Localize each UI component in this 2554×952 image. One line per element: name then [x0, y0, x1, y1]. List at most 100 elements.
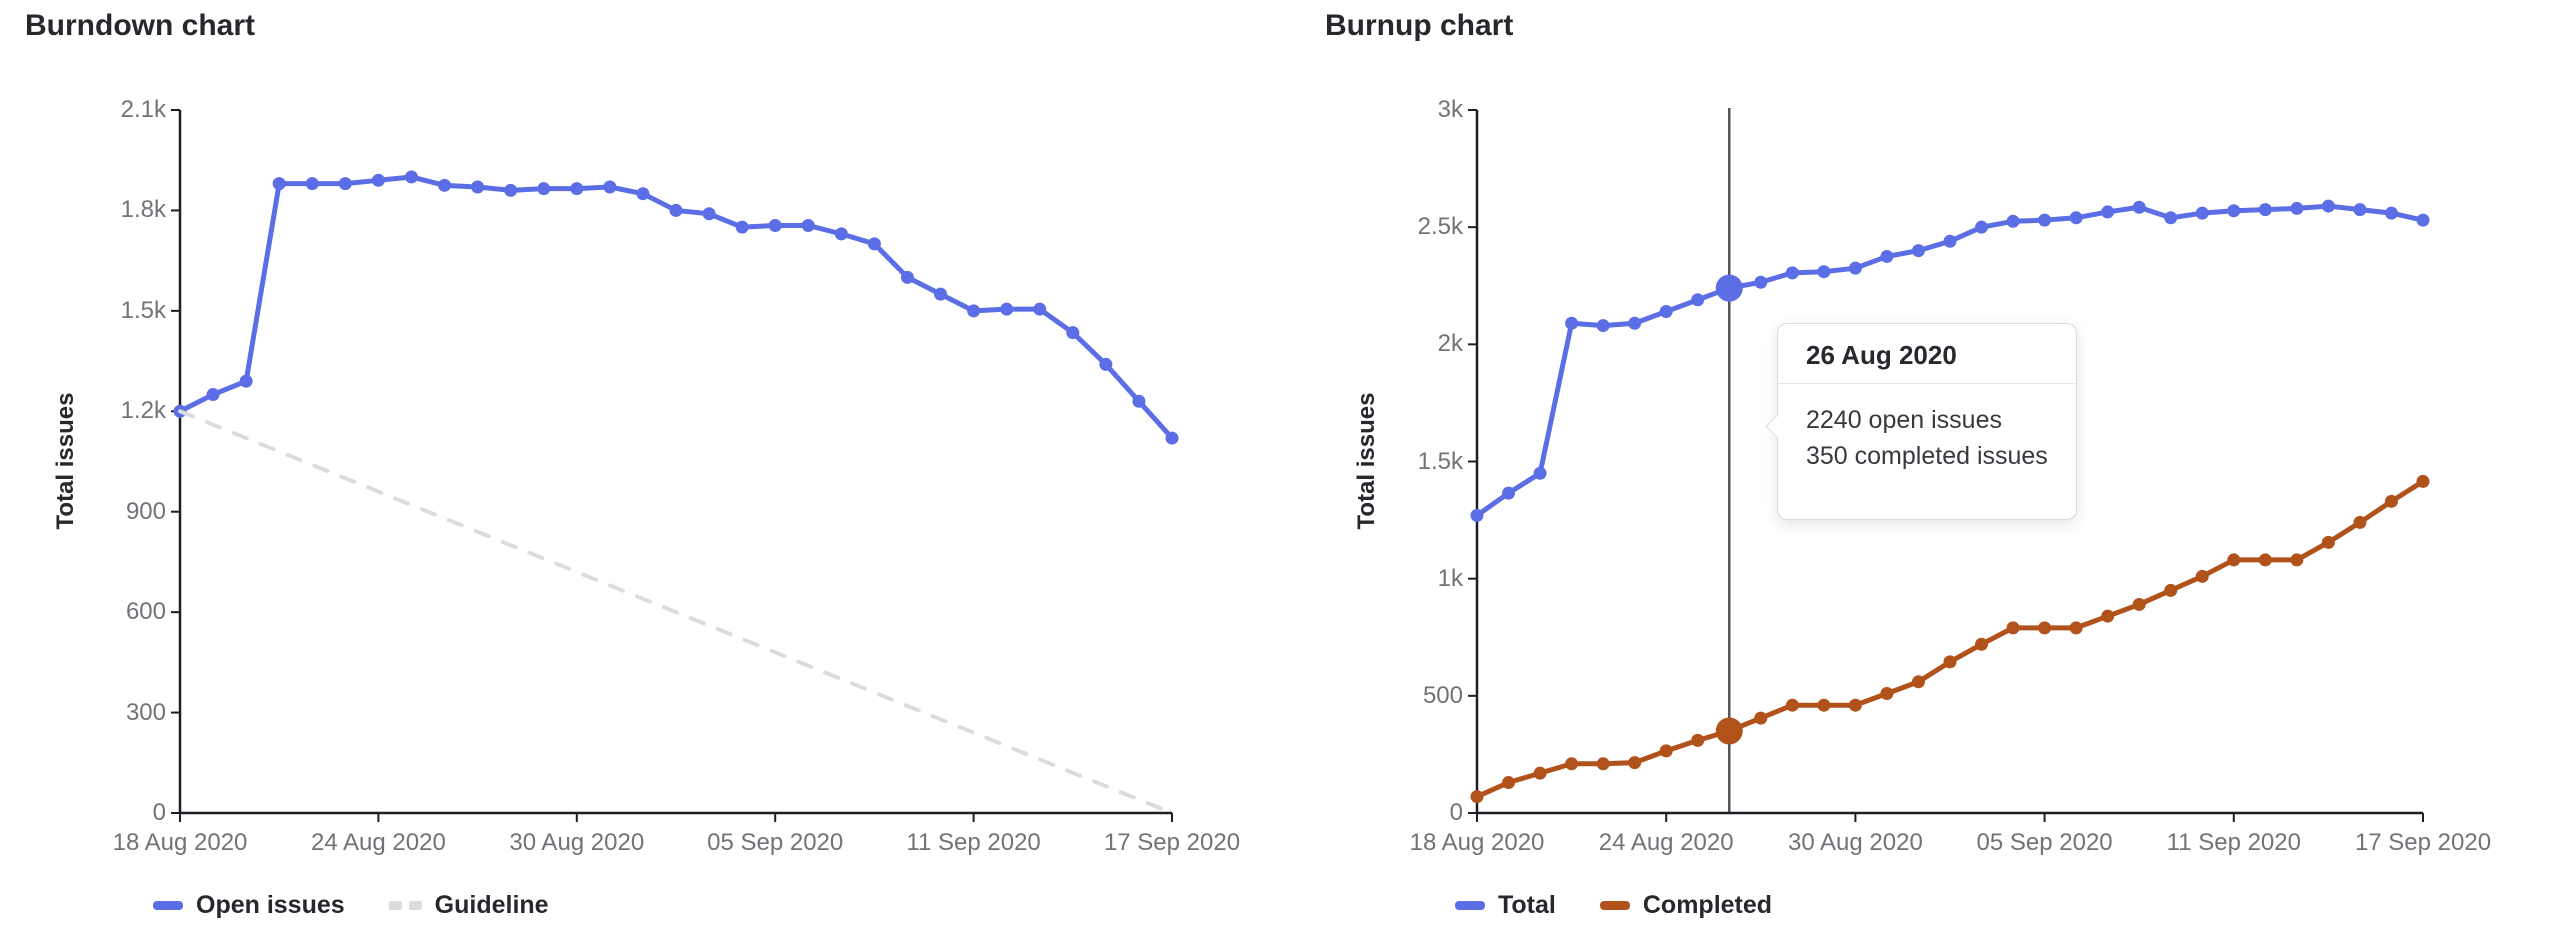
data-point[interactable] [1911, 244, 1925, 258]
data-point[interactable] [1066, 326, 1080, 340]
series-line-guideline[interactable] [178, 409, 1174, 815]
data-point[interactable] [2132, 597, 2146, 611]
data-point[interactable] [1565, 316, 1579, 330]
data-point[interactable] [1911, 675, 1925, 689]
data-point[interactable] [1596, 757, 1610, 771]
data-point[interactable] [1533, 766, 1547, 780]
data-point[interactable] [900, 270, 914, 284]
data-point[interactable] [2321, 199, 2335, 213]
data-point[interactable] [537, 182, 551, 196]
data-point[interactable] [1470, 508, 1484, 522]
data-point[interactable] [636, 187, 650, 201]
data-point[interactable] [2069, 621, 2083, 635]
data-point[interactable] [1785, 698, 1799, 712]
data-point[interactable] [2290, 201, 2304, 215]
data-point[interactable] [371, 173, 385, 187]
data-point[interactable] [2416, 213, 2430, 227]
data-point[interactable] [603, 180, 617, 194]
data-point[interactable] [2227, 204, 2241, 218]
data-point[interactable] [1880, 686, 1894, 700]
data-point[interactable] [1533, 466, 1547, 480]
data-point[interactable] [834, 227, 848, 241]
data-point[interactable] [801, 218, 815, 232]
data-point[interactable] [1659, 744, 1673, 758]
legend-item-completed[interactable]: Completed [1599, 891, 1772, 920]
data-point[interactable] [1033, 302, 1047, 316]
data-point[interactable] [2006, 214, 2020, 228]
data-point[interactable] [2038, 213, 2052, 227]
data-point[interactable] [2195, 569, 2209, 583]
data-point[interactable] [2101, 205, 2115, 219]
data-point[interactable] [768, 218, 782, 232]
data-point[interactable] [1691, 293, 1705, 307]
legend-item-total[interactable]: Total [1455, 891, 1556, 920]
data-point[interactable] [934, 287, 948, 301]
legend-item-guideline[interactable]: Guideline [388, 891, 549, 920]
data-point[interactable] [2164, 583, 2178, 597]
data-point[interactable] [2006, 621, 2020, 635]
legend-label: Total [1498, 890, 1556, 919]
legend-item-open-issues[interactable]: Open issues [153, 891, 345, 920]
data-point[interactable] [1165, 431, 1179, 445]
data-point[interactable] [1975, 637, 1989, 651]
data-point[interactable] [206, 388, 220, 402]
data-point[interactable] [669, 203, 683, 217]
data-point[interactable] [1132, 394, 1146, 408]
data-point[interactable] [2384, 494, 2398, 508]
data-point[interactable] [471, 180, 485, 194]
data-point[interactable] [1754, 711, 1768, 725]
data-point[interactable] [1502, 486, 1516, 500]
data-point[interactable] [1596, 319, 1610, 333]
data-point[interactable] [2384, 206, 2398, 220]
highlighted-data-point-total[interactable] [1715, 274, 1743, 302]
data-point[interactable] [438, 178, 452, 192]
data-point[interactable] [1817, 698, 1831, 712]
data-point[interactable] [1099, 357, 1113, 371]
data-point[interactable] [272, 177, 286, 191]
data-point[interactable] [1628, 756, 1642, 770]
data-point[interactable] [2132, 200, 2146, 214]
data-point[interactable] [1785, 266, 1799, 280]
data-point[interactable] [735, 220, 749, 234]
data-point[interactable] [1000, 302, 1014, 316]
data-point[interactable] [867, 237, 881, 251]
data-point[interactable] [1848, 698, 1862, 712]
data-point[interactable] [338, 177, 352, 191]
data-point[interactable] [2353, 515, 2367, 529]
data-point[interactable] [1502, 776, 1516, 790]
data-point[interactable] [1691, 733, 1705, 747]
data-point[interactable] [2227, 553, 2241, 567]
data-point[interactable] [1659, 305, 1673, 319]
data-point[interactable] [2353, 203, 2367, 217]
data-point[interactable] [239, 374, 253, 388]
data-point[interactable] [2195, 206, 2209, 220]
data-point[interactable] [1848, 261, 1862, 275]
data-point[interactable] [1880, 249, 1894, 263]
data-point[interactable] [305, 177, 319, 191]
data-point[interactable] [404, 170, 418, 184]
data-point[interactable] [2321, 535, 2335, 549]
data-point[interactable] [2416, 474, 2430, 488]
data-point[interactable] [2164, 211, 2178, 225]
data-point[interactable] [1565, 757, 1579, 771]
data-point[interactable] [1943, 234, 1957, 248]
data-point[interactable] [570, 182, 584, 196]
data-point[interactable] [702, 207, 716, 221]
data-point[interactable] [2290, 553, 2304, 567]
data-point[interactable] [2038, 621, 2052, 635]
data-point[interactable] [2069, 211, 2083, 225]
series-line-completed[interactable] [1474, 478, 2426, 800]
data-point[interactable] [2258, 203, 2272, 217]
data-point[interactable] [1754, 275, 1768, 289]
data-point[interactable] [1943, 655, 1957, 669]
data-point[interactable] [967, 304, 981, 318]
data-point[interactable] [1975, 220, 1989, 234]
data-point[interactable] [504, 183, 518, 197]
highlighted-data-point-completed[interactable] [1715, 717, 1743, 745]
data-point[interactable] [2101, 609, 2115, 623]
data-point[interactable] [2258, 553, 2272, 567]
data-point[interactable] [1817, 265, 1831, 279]
data-point[interactable] [1470, 790, 1484, 804]
data-point[interactable] [1628, 316, 1642, 330]
